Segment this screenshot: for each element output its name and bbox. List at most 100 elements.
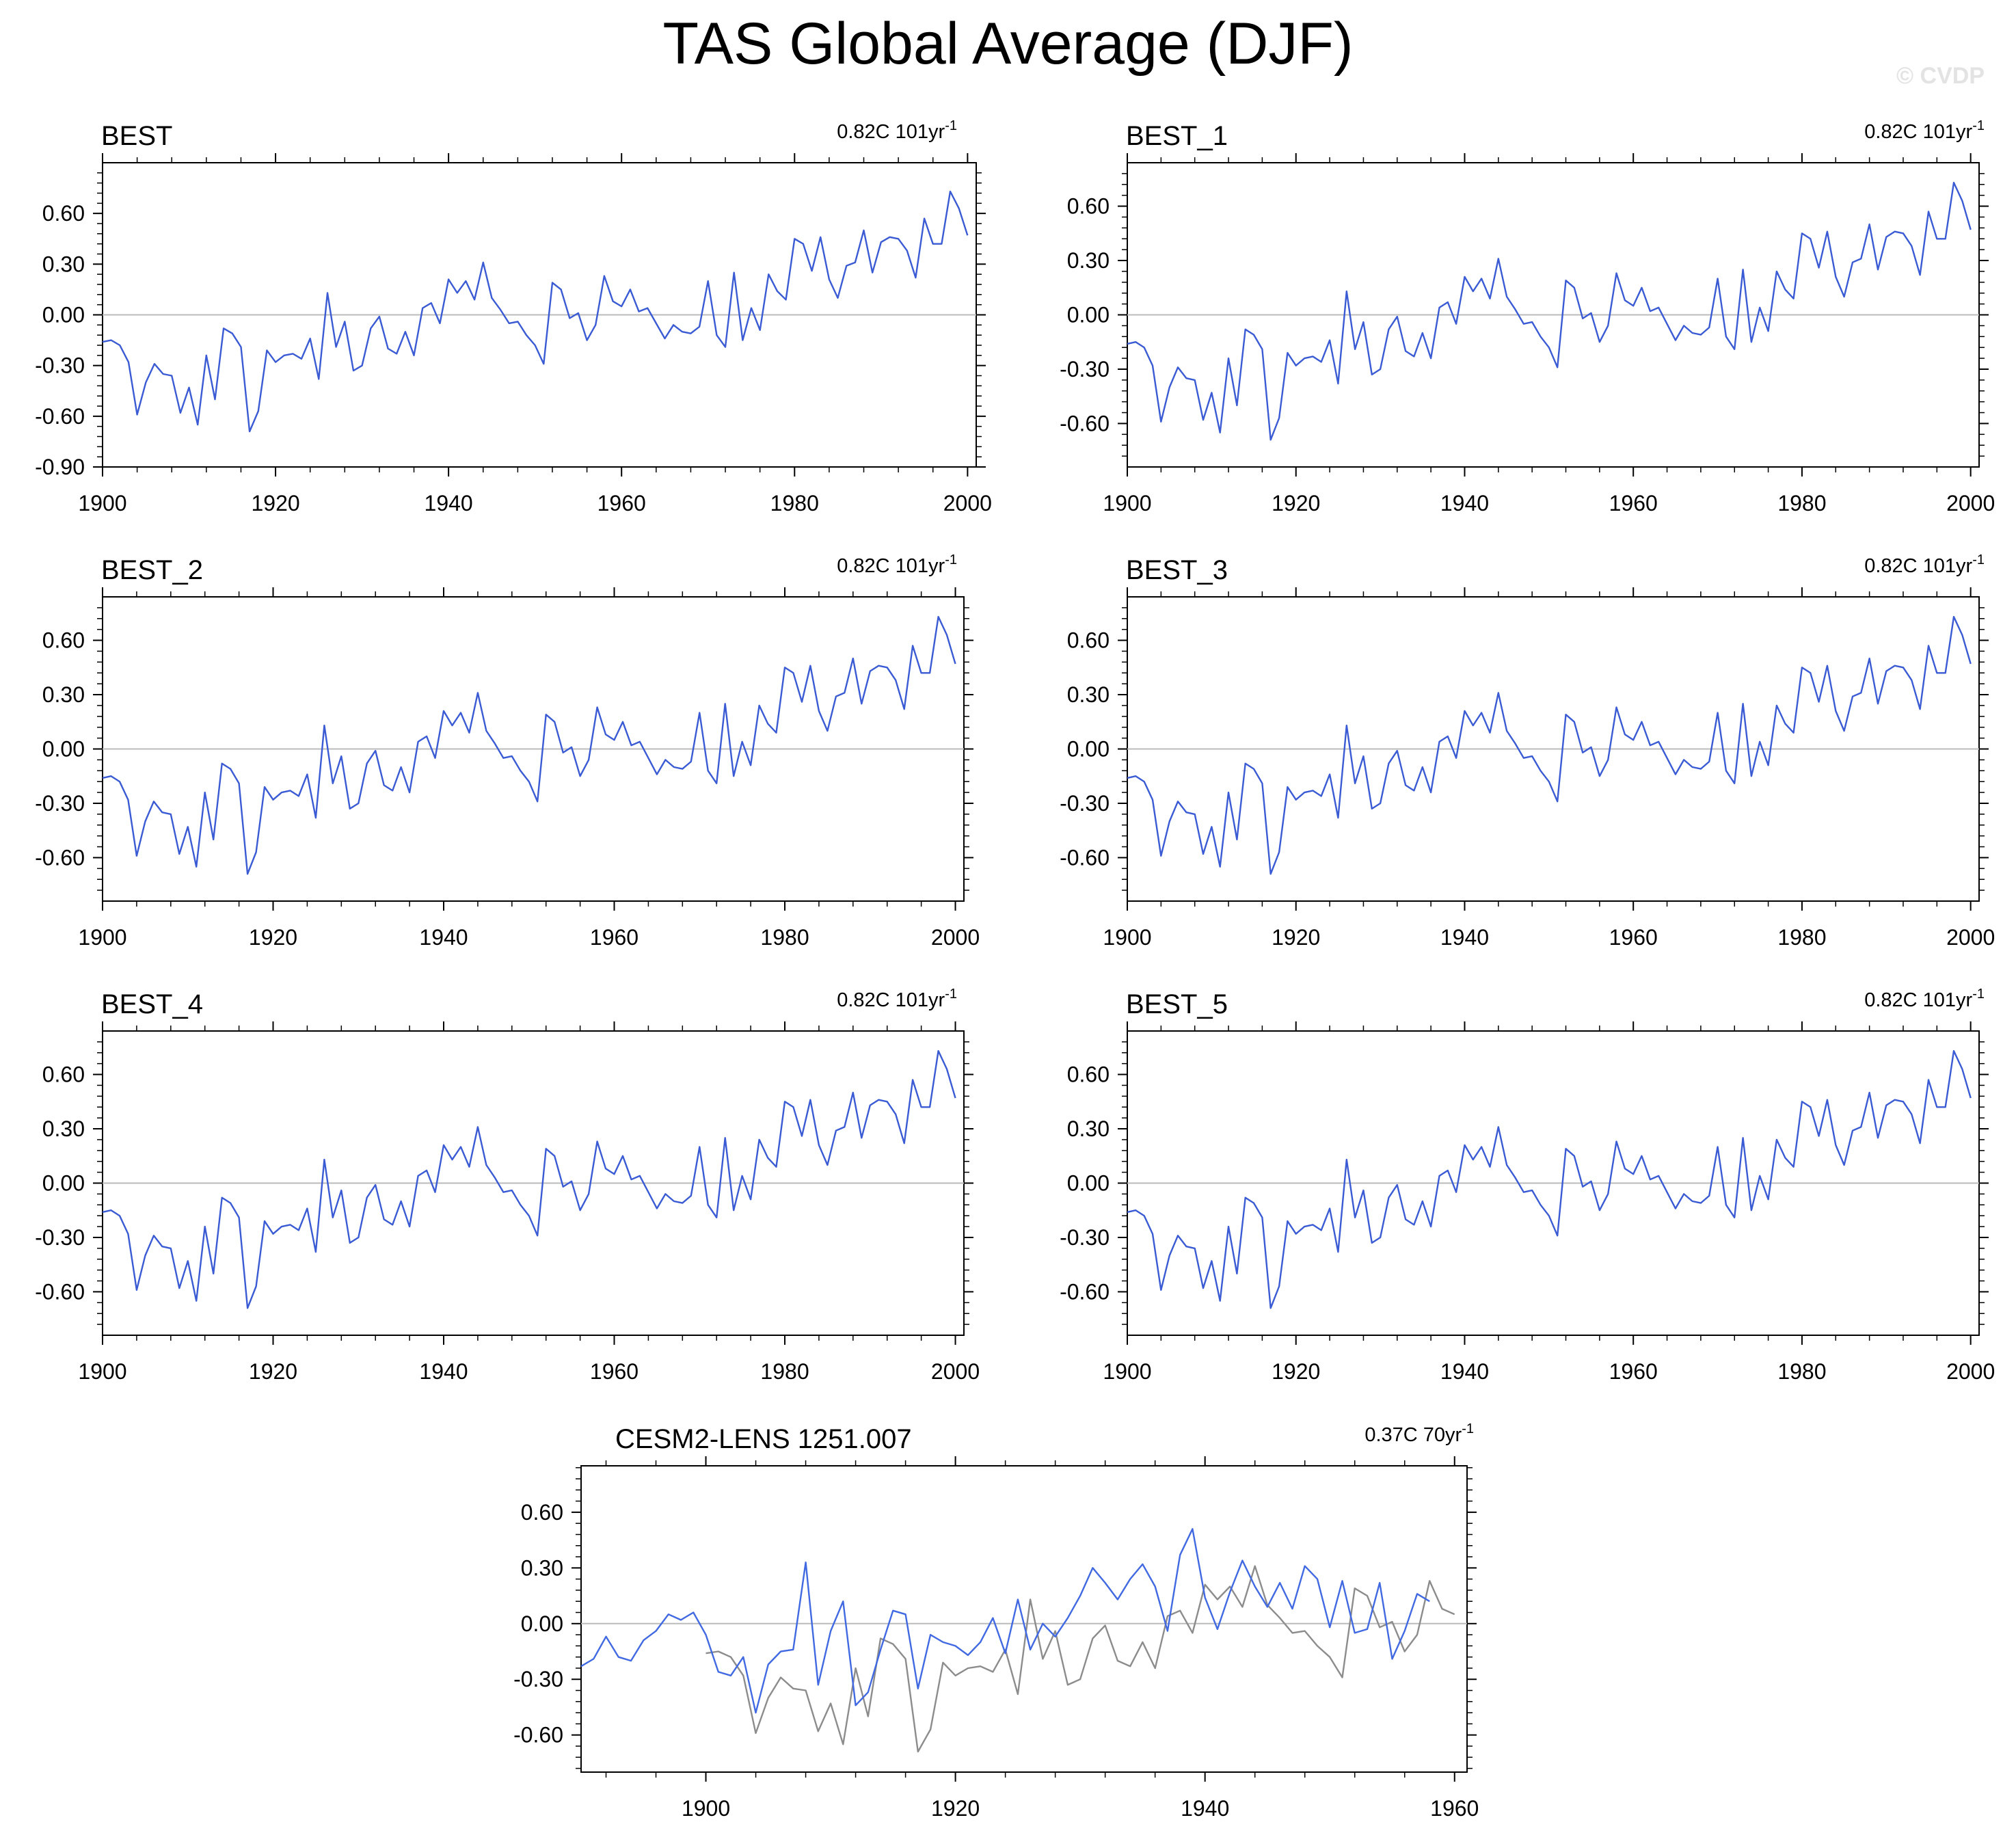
x-tick-label: 1960 xyxy=(1609,1359,1658,1384)
y-tick-label: 0.00 xyxy=(42,737,85,762)
plot-area xyxy=(102,190,976,433)
y-tick-label: -0.30 xyxy=(35,791,85,816)
y-tick-label: 0.00 xyxy=(1067,737,1110,762)
panel-title: BEST_3 xyxy=(1126,555,1228,585)
series-line-best xyxy=(102,190,969,433)
y-tick-label: -0.60 xyxy=(513,1723,563,1747)
x-tick-labels: 1900 1920 1940 1960 1980 2000 xyxy=(1103,925,1995,950)
tick-marks xyxy=(93,153,986,477)
figure-title: TAS Global Average (DJF) xyxy=(662,11,1354,77)
x-tick-label: 1920 xyxy=(931,1796,980,1821)
x-tick-label: 2000 xyxy=(1946,925,1995,950)
panel-title: CESM2-LENS 1251.007 xyxy=(615,1424,912,1454)
panel-best: BEST 0.82C 101yr-1 0.60 0.30 0.00 -0.30 -0.6… xyxy=(35,118,992,515)
y-tick-label: 0.00 xyxy=(42,303,85,327)
panel-title: BEST_4 xyxy=(101,989,203,1019)
series-line-best-5 xyxy=(1127,1049,1972,1309)
y-tick-label: 0.30 xyxy=(42,682,85,707)
y-tick-label: 0.00 xyxy=(521,1611,563,1636)
panel-best-2: BEST_2 0.82C 101yr-1 0.60 0.30 0.00 -0.30 -0… xyxy=(35,552,980,950)
x-tick-labels: 1900 1920 1940 1960 1980 2000 xyxy=(78,1359,980,1384)
x-tick-label: 1920 xyxy=(1272,925,1320,950)
x-tick-label: 1900 xyxy=(1103,925,1151,950)
x-tick-label: 2000 xyxy=(931,1359,980,1384)
x-tick-label: 1940 xyxy=(1181,1796,1229,1821)
tick-marks xyxy=(1118,153,1989,477)
y-tick-label: 0.30 xyxy=(1067,248,1110,273)
x-tick-labels: 1900 1920 1940 1960 xyxy=(682,1796,1479,1821)
x-tick-label: 1900 xyxy=(1103,491,1151,515)
y-tick-label: -0.30 xyxy=(1060,357,1110,381)
tick-marks xyxy=(1118,1021,1989,1345)
y-tick-label: 0.60 xyxy=(1067,1062,1110,1087)
x-tick-label: 1980 xyxy=(1777,925,1826,950)
cvdp-watermark: © CVDP xyxy=(1896,63,1985,89)
x-tick-label: 1920 xyxy=(249,925,297,950)
y-tick-labels: 0.60 0.30 0.00 -0.30 -0.60 xyxy=(1060,628,1110,870)
y-tick-label: 0.30 xyxy=(521,1555,563,1580)
y-tick-label: -0.30 xyxy=(1060,791,1110,816)
x-tick-label: 2000 xyxy=(1946,1359,1995,1384)
trend-label: 0.82C 101yr-1 xyxy=(837,987,957,1011)
x-tick-label: 1920 xyxy=(1272,1359,1320,1384)
panel-title: BEST_1 xyxy=(1126,121,1228,151)
panel-best-1: BEST_1 0.82C 101yr-1 0.60 0.30 0.00 -0.30 -0… xyxy=(1060,118,1995,515)
x-tick-label: 1900 xyxy=(682,1796,730,1821)
x-tick-label: 1940 xyxy=(1440,491,1489,515)
x-tick-label: 1900 xyxy=(78,491,126,515)
series-line-best-3 xyxy=(1127,615,1972,875)
plot-area xyxy=(1127,181,1979,441)
x-tick-label: 1980 xyxy=(760,1359,809,1384)
plot-area xyxy=(580,1528,1467,1753)
y-tick-labels: 0.60 0.30 0.00 -0.30 -0.60 xyxy=(513,1500,563,1747)
trend-label: 0.82C 101yr-1 xyxy=(837,552,957,577)
trend-label: 0.82C 101yr-1 xyxy=(1864,552,1985,577)
trend-label: 0.82C 101yr-1 xyxy=(837,118,957,143)
y-tick-label: -0.60 xyxy=(35,1279,85,1304)
y-tick-labels: 0.60 0.30 0.00 -0.30 -0.60 xyxy=(1060,194,1110,436)
x-tick-labels: 1900 1920 1940 1960 1980 2000 xyxy=(78,925,980,950)
x-tick-labels: 1900 1920 1940 1960 1980 2000 xyxy=(1103,1359,1995,1384)
x-tick-label: 1900 xyxy=(78,925,126,950)
panel-title: BEST xyxy=(101,121,172,151)
y-tick-label: -0.60 xyxy=(1060,845,1110,870)
panel-title: BEST_2 xyxy=(101,555,203,585)
y-tick-labels: 0.60 0.30 0.00 -0.30 -0.60 xyxy=(35,1062,85,1304)
plot-area xyxy=(102,615,964,875)
x-tick-label: 1960 xyxy=(1430,1796,1479,1821)
x-tick-label: 1960 xyxy=(590,925,639,950)
y-tick-label: -0.30 xyxy=(1060,1225,1110,1250)
x-tick-label: 1900 xyxy=(1103,1359,1151,1384)
x-tick-label: 2000 xyxy=(943,491,992,515)
y-tick-label: -0.60 xyxy=(35,404,85,429)
x-tick-label: 1960 xyxy=(1609,491,1658,515)
x-tick-label: 1920 xyxy=(1272,491,1320,515)
y-tick-label: 0.00 xyxy=(1067,1171,1110,1196)
x-tick-label: 1940 xyxy=(425,491,473,515)
y-tick-label: -0.90 xyxy=(35,455,85,479)
y-tick-label: -0.60 xyxy=(1060,411,1110,436)
tick-marks xyxy=(93,587,973,911)
x-tick-label: 1980 xyxy=(1777,491,1826,515)
x-tick-label: 1940 xyxy=(419,925,468,950)
plot-area xyxy=(1127,615,1979,875)
panel-best-5: BEST_5 0.82C 101yr-1 0.60 0.30 0.00 -0.30 -0… xyxy=(1060,987,1995,1384)
x-tick-label: 1980 xyxy=(1777,1359,1826,1384)
x-tick-label: 1960 xyxy=(1609,925,1658,950)
y-tick-label: 0.00 xyxy=(1067,303,1110,327)
y-tick-label: 0.60 xyxy=(1067,628,1110,653)
y-tick-label: -0.30 xyxy=(35,353,85,378)
y-tick-label: 0.30 xyxy=(42,252,85,276)
y-tick-label: 0.30 xyxy=(1067,1116,1110,1141)
trend-label: 0.37C 70yr-1 xyxy=(1365,1421,1474,1446)
plot-frame xyxy=(580,1465,1468,1773)
y-tick-label: -0.60 xyxy=(1060,1279,1110,1304)
panel-title: BEST_5 xyxy=(1126,989,1228,1019)
x-tick-label: 2000 xyxy=(931,925,980,950)
y-tick-label: 0.60 xyxy=(42,201,85,226)
y-tick-label: 0.60 xyxy=(42,1062,85,1087)
series-line-best-4 xyxy=(102,1049,956,1309)
y-tick-label: -0.30 xyxy=(513,1667,563,1691)
y-tick-label: 0.30 xyxy=(42,1116,85,1141)
y-tick-labels: 0.60 0.30 0.00 -0.30 -0.60 xyxy=(1060,1062,1110,1304)
